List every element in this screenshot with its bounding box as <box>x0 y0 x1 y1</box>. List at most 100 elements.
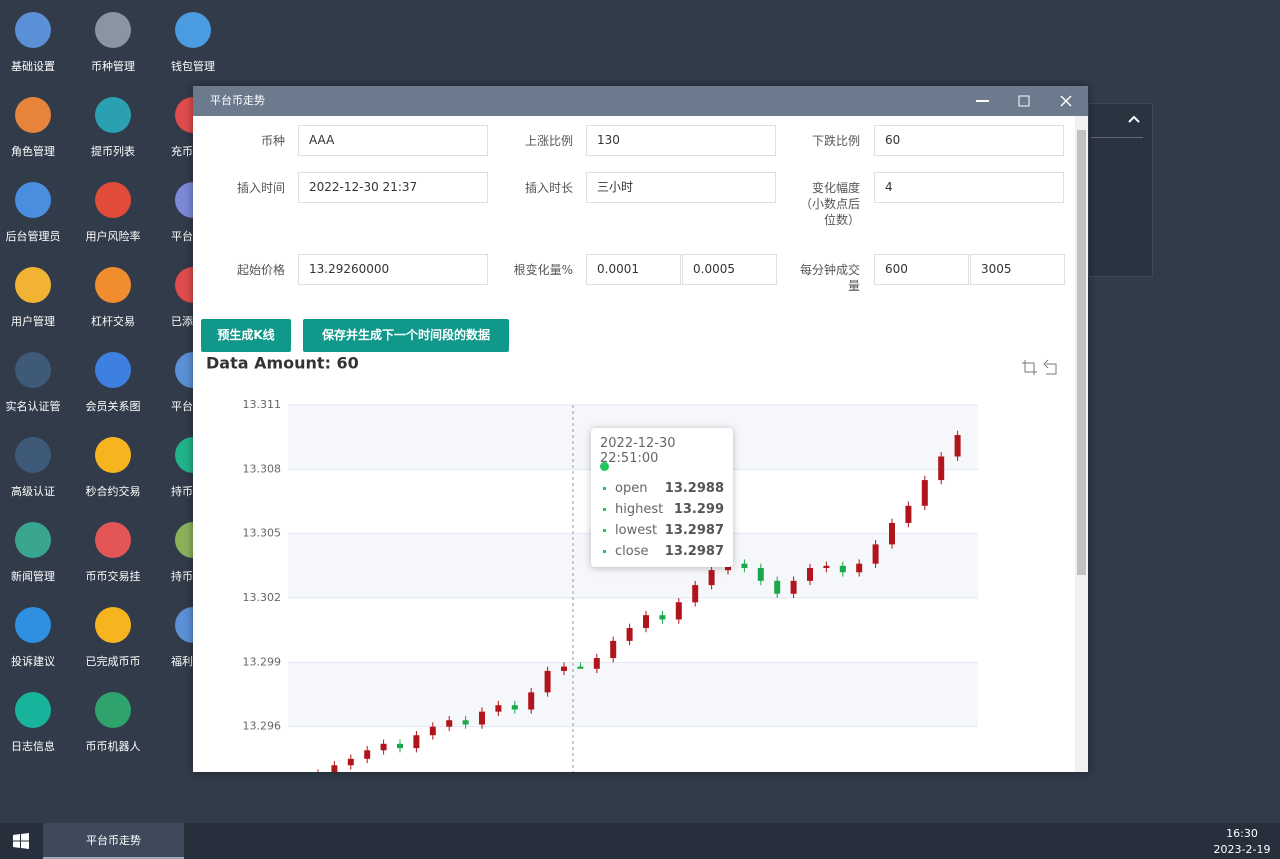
icon-label: 用户风险率 <box>86 229 141 243</box>
chevron[interactable] <box>1127 114 1141 124</box>
text-input[interactable]: 13.29260000 <box>298 254 488 285</box>
window-title: 平台币走势 <box>210 94 265 107</box>
icon-label: 已完成币币 <box>86 654 141 668</box>
candle-body <box>511 705 518 710</box>
chart-tools[interactable] <box>1022 359 1057 375</box>
tooltip: 2022-12-30 22:51:00 open 13.2988 highest 13… <box>591 428 733 567</box>
icon-label: 秒合约交易 <box>86 484 141 498</box>
window: 平台币走势 Data Amount: 60 13.311 13.308 13.305… <box>193 86 1088 772</box>
candle-body <box>347 758 354 766</box>
desktop-icon[interactable] <box>95 12 131 48</box>
icon-label: 高级认证 <box>11 484 55 498</box>
field-label: 每分钟成交量 <box>799 263 860 293</box>
candle-body <box>741 563 748 568</box>
divider <box>1091 137 1143 138</box>
candle-body <box>692 585 699 603</box>
scroll-thumb[interactable] <box>1077 130 1086 575</box>
desktop-icon[interactable] <box>15 97 51 133</box>
desktop-icon[interactable] <box>15 607 51 643</box>
field-label: 插入时间 <box>236 181 285 195</box>
task-button[interactable]: 平台币走势 <box>43 823 184 859</box>
text-input[interactable]: 0.0001 <box>586 254 681 285</box>
candle-body <box>528 692 535 710</box>
tooltip-value: 13.2988 <box>664 481 724 496</box>
icon-label: 充币 <box>171 144 193 158</box>
tooltip-value: 13.2987 <box>664 523 724 538</box>
tooltip-label: close <box>615 544 649 559</box>
y-tick-label: 13.296 <box>243 720 282 733</box>
icon-label: 币币交易挂 <box>86 569 141 583</box>
tooltip-bullet <box>603 550 606 553</box>
button[interactable]: 预生成K线 <box>201 319 291 352</box>
icon-label: 币币机器人 <box>86 739 141 753</box>
candle-body <box>479 711 485 725</box>
y-tick-label: 13.302 <box>243 591 282 604</box>
desktop-icon[interactable] <box>95 522 131 558</box>
text-input[interactable]: 4 <box>874 172 1064 203</box>
candle-body <box>921 480 928 506</box>
candle-body <box>446 720 453 727</box>
icon-label: 后台管理员 <box>6 229 61 243</box>
candle-body <box>577 666 584 669</box>
tooltip-row: lowest 13.2987 <box>600 520 724 541</box>
tooltip-title: 2022-12-30 22:51:00 <box>600 436 676 466</box>
candle-body <box>380 743 387 751</box>
text-input[interactable]: AAA <box>298 125 488 156</box>
tooltip-row: highest 13.299 <box>600 499 724 520</box>
desktop-icon[interactable] <box>95 607 131 643</box>
icon-label: 日志信息 <box>11 739 55 753</box>
tooltip-marker <box>600 462 609 471</box>
desktop-icon[interactable] <box>95 352 131 388</box>
candle-body <box>856 563 863 573</box>
tooltip-label: open <box>615 481 648 496</box>
tooltip-bullet <box>603 508 606 511</box>
candle-body <box>364 750 371 759</box>
text-input[interactable]: 三小时 <box>586 172 776 203</box>
desktop-icon[interactable] <box>15 352 51 388</box>
icon-label: 币种管理 <box>91 59 135 73</box>
candle-body <box>593 658 600 669</box>
desktop-icon[interactable] <box>15 182 51 218</box>
scrollbar[interactable] <box>1075 116 1088 772</box>
desktop-icon[interactable] <box>15 12 51 48</box>
text-input[interactable]: 600 <box>874 254 969 285</box>
window-controls[interactable] <box>973 86 1083 116</box>
text-input[interactable]: 60 <box>874 125 1064 156</box>
icon-label: 提币列表 <box>91 144 135 158</box>
desktop-icon[interactable] <box>95 267 131 303</box>
field-label: 插入时长 <box>524 181 573 195</box>
desktop-icon[interactable] <box>15 267 51 303</box>
text-input[interactable]: 3005 <box>970 254 1065 285</box>
icon-label: 基础设置 <box>11 60 55 73</box>
desktop-icon[interactable] <box>175 12 211 48</box>
candle-body <box>675 602 682 620</box>
icon-label: 角色管理 <box>11 144 55 158</box>
field-label: 起始价格 <box>236 263 285 277</box>
desktop-icon[interactable] <box>15 692 51 728</box>
text-input[interactable]: 2022-12-30 21:37 <box>298 172 488 203</box>
candle-body <box>938 456 945 481</box>
tooltip-value: 13.299 <box>673 502 724 517</box>
candle-body <box>397 743 403 749</box>
field-label: 变化幅度（小数点后位数） <box>799 181 860 227</box>
desktop-icon[interactable] <box>95 97 131 133</box>
candle-body <box>823 565 830 568</box>
tooltip-label: lowest <box>615 523 658 538</box>
desktop-icon[interactable] <box>15 522 51 558</box>
button[interactable]: 保存并生成下一个时间段的数据 <box>303 319 509 352</box>
desktop-icon[interactable] <box>95 182 131 218</box>
title-bar: 平台币走势 <box>193 86 1088 116</box>
text-input[interactable]: 0.0005 <box>682 254 777 285</box>
candle-body <box>610 640 617 659</box>
candle-body <box>807 567 813 581</box>
y-tick-label: 13.308 <box>243 462 282 475</box>
desktop-icon[interactable] <box>95 437 131 473</box>
candle-body <box>872 544 879 564</box>
field-label: 上涨比例 <box>524 134 573 148</box>
text-input[interactable]: 130 <box>586 125 776 156</box>
start-button[interactable] <box>13 833 29 849</box>
desktop-icon[interactable] <box>95 692 131 728</box>
desktop-icon[interactable] <box>15 437 51 473</box>
icon-label: 用户管理 <box>11 314 55 328</box>
